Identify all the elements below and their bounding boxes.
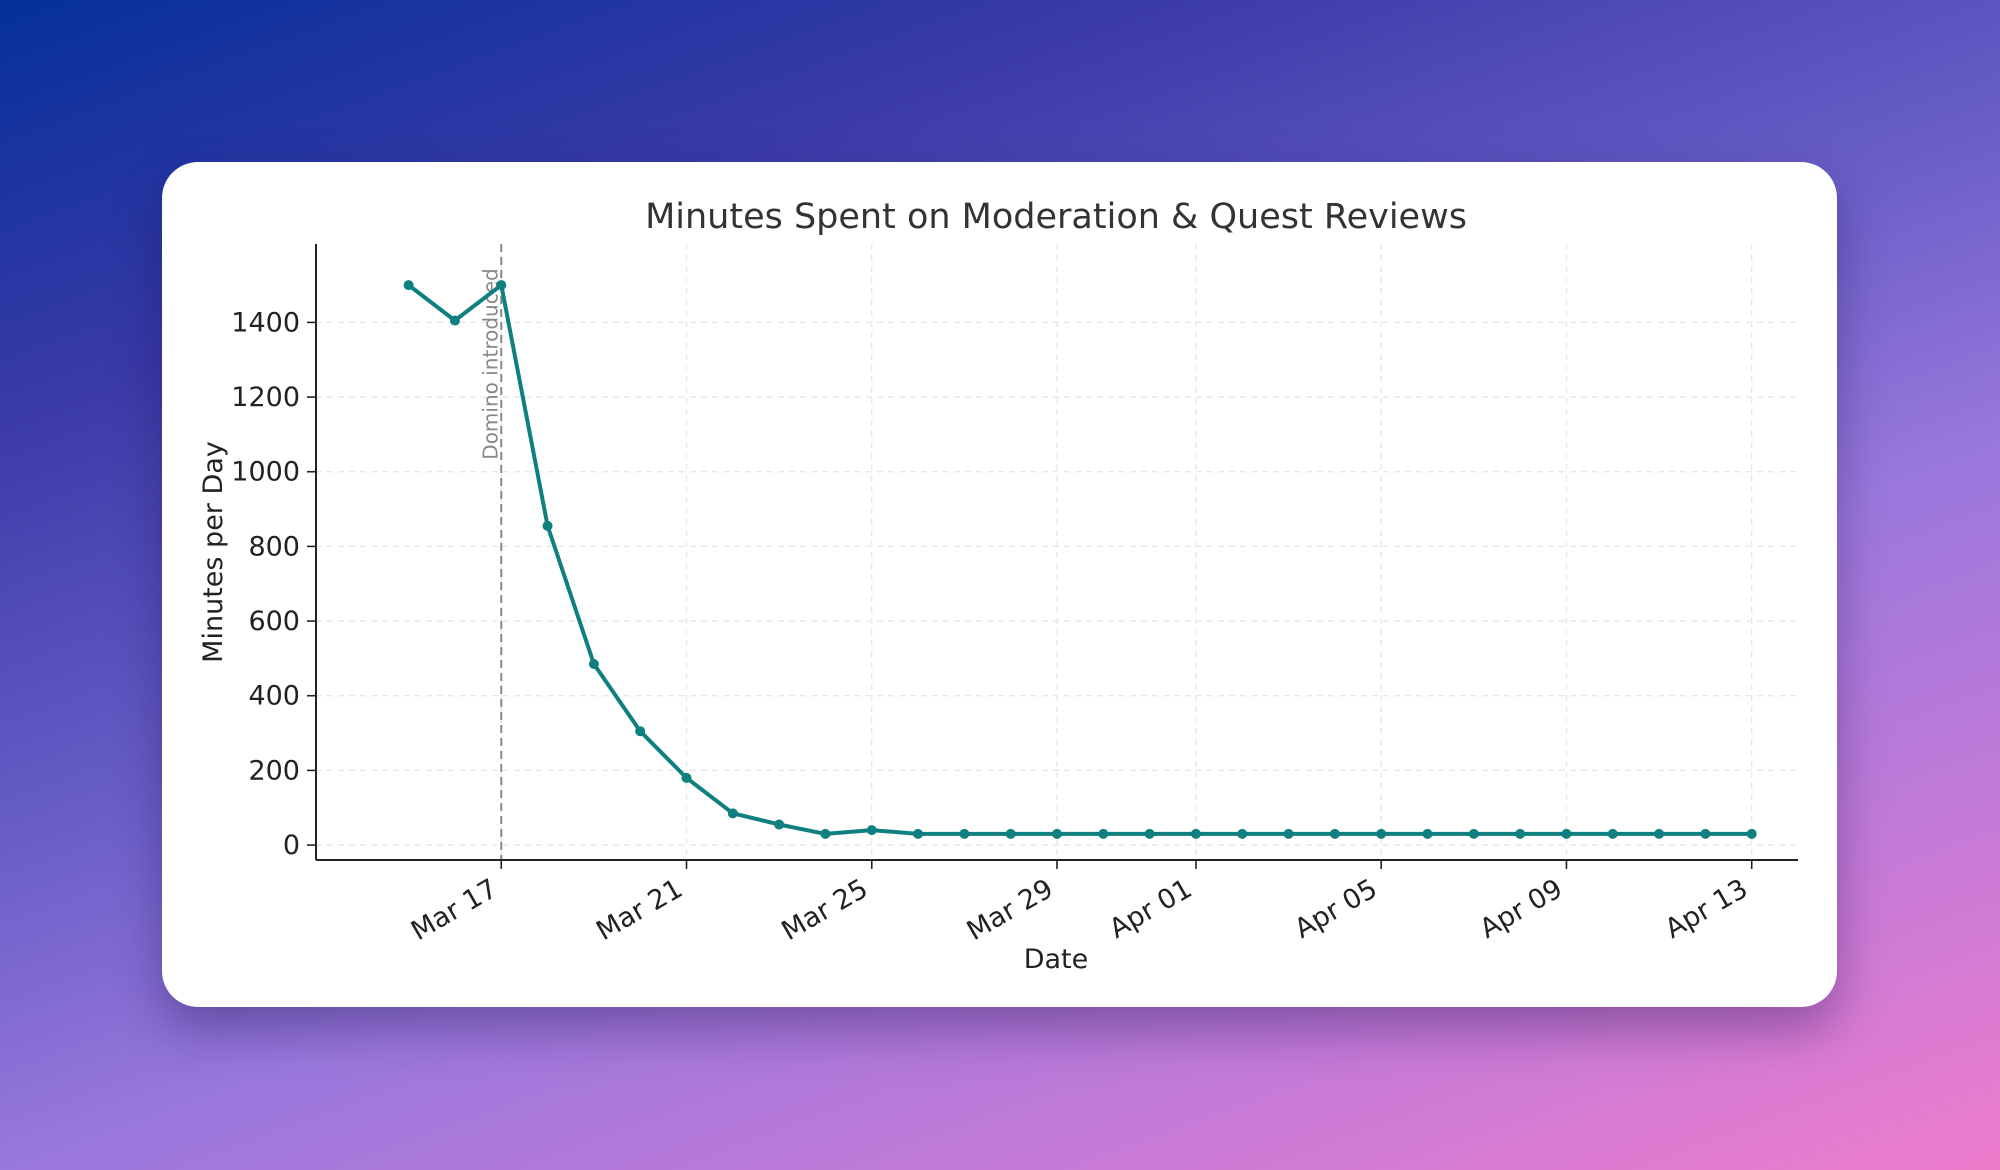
data-point — [1005, 828, 1016, 839]
y-tick-label: 200 — [248, 755, 300, 786]
x-axis-label: Date — [1024, 944, 1089, 975]
annotation-group: Domino introduced — [478, 244, 503, 860]
x-tick-label: Apr 05 — [1290, 873, 1383, 945]
y-tick-label: 800 — [248, 531, 300, 562]
data-point — [1376, 828, 1387, 839]
chart-title: Minutes Spent on Moderation & Quest Revi… — [645, 197, 1467, 237]
x-tick-label: Apr 09 — [1475, 873, 1568, 945]
data-point — [1515, 828, 1526, 839]
data-point — [866, 825, 877, 836]
data-point — [1700, 828, 1711, 839]
x-tick-label: Apr 01 — [1104, 873, 1197, 945]
x-tick-labels: Mar 17 Mar 21 Mar 25 Mar 29 Apr 01 Apr 05 Apr … — [406, 873, 1753, 947]
chart-card: Minutes Spent on Moderation & Quest Revi… — [162, 162, 1837, 1007]
data-point — [635, 726, 646, 737]
data-point — [542, 520, 553, 531]
data-point — [1190, 828, 1201, 839]
grid-lines — [316, 244, 1798, 860]
x-tick-label: Apr 13 — [1660, 873, 1753, 945]
y-tick-label: 1400 — [231, 307, 300, 338]
axes — [307, 244, 1798, 869]
data-point — [496, 280, 507, 291]
data-point — [1422, 828, 1433, 839]
data-point — [1607, 828, 1618, 839]
y-tick-label: 400 — [248, 681, 300, 712]
series-line — [406, 283, 1754, 836]
data-point — [1561, 828, 1572, 839]
data-point — [1052, 828, 1062, 839]
data-series — [403, 280, 1757, 839]
data-point — [1237, 828, 1248, 839]
y-axis-label: Minutes per Day — [198, 441, 229, 663]
data-point — [403, 280, 414, 291]
y-tick-label: 1000 — [231, 457, 300, 488]
y-tick-labels: 0 200 400 600 800 1000 1200 1400 — [231, 307, 300, 861]
data-point — [1098, 828, 1109, 839]
data-point — [449, 315, 460, 326]
data-point — [1654, 828, 1665, 839]
data-point — [774, 819, 785, 830]
line-chart: Minutes Spent on Moderation & Quest Revi… — [198, 197, 1798, 975]
x-tick-label: Mar 25 — [776, 873, 873, 947]
data-point — [1283, 828, 1294, 839]
data-point — [959, 828, 970, 839]
data-point — [588, 659, 599, 669]
data-point — [1468, 828, 1479, 839]
data-point — [1144, 828, 1155, 839]
data-point — [727, 808, 738, 819]
annotation-label: Domino introduced — [478, 268, 502, 459]
x-tick-label: Mar 17 — [406, 873, 503, 947]
x-tick-label: Mar 29 — [962, 873, 1059, 947]
y-tick-label: 600 — [248, 606, 300, 637]
data-point — [820, 828, 831, 839]
data-point — [1746, 828, 1757, 839]
data-point — [681, 772, 692, 783]
y-tick-label: 1200 — [231, 382, 300, 413]
y-tick-label: 0 — [283, 830, 300, 861]
data-point — [913, 828, 924, 839]
x-tick-label: Mar 21 — [591, 873, 688, 947]
data-point — [1329, 828, 1340, 839]
